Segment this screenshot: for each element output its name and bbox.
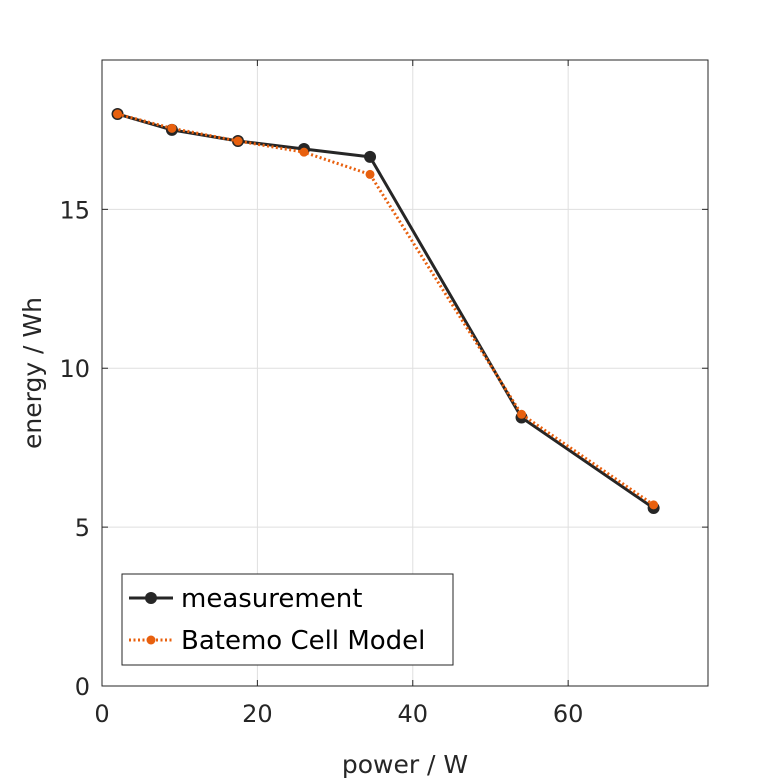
legend-model-marker — [146, 635, 156, 645]
y-tick-label: 15 — [59, 196, 90, 224]
series-1-point — [365, 169, 375, 179]
series-1-point — [649, 500, 659, 510]
series-1-point — [113, 109, 123, 119]
series-1-point — [299, 147, 309, 157]
legend-measurement-label: measurement — [181, 584, 362, 614]
series-0-point — [364, 150, 377, 163]
legend-model-label: Batemo Cell Model — [181, 626, 425, 656]
y-axis-label: energy / Wh — [18, 297, 47, 449]
y-tick-label: 5 — [75, 514, 90, 542]
y-tick-label: 0 — [75, 673, 90, 701]
legend: measurement Batemo Cell Model — [121, 573, 454, 666]
x-tick-label: 60 — [553, 700, 584, 728]
plot-frame — [101, 59, 709, 687]
grid-lines — [102, 60, 708, 686]
x-tick-label: 20 — [242, 700, 273, 728]
y-tick-label: 10 — [59, 355, 90, 383]
x-tick-label: 0 — [94, 700, 109, 728]
x-tick-label: 40 — [397, 700, 428, 728]
series-layer — [111, 108, 660, 515]
x-axis-label: power / W — [342, 750, 468, 779]
axis-ticks: 0 20 40 60 0 5 10 15 — [59, 60, 708, 728]
legend-box — [121, 573, 454, 666]
series-1-point — [233, 136, 243, 146]
series-1-point — [167, 123, 177, 133]
series-1-point — [517, 409, 527, 419]
legend-measurement-marker — [145, 592, 157, 604]
